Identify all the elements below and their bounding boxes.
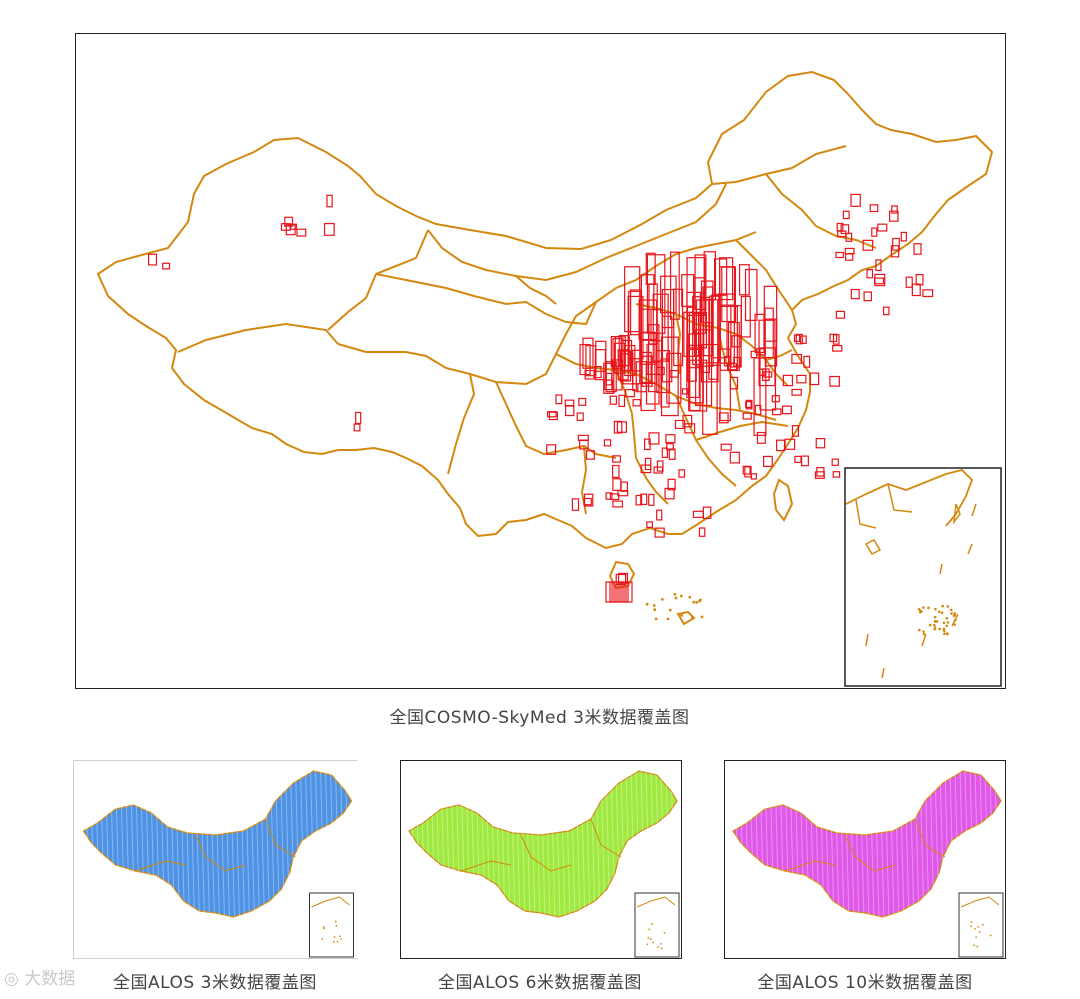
watermark-text: 大数据 bbox=[24, 969, 76, 989]
alos-10m-map-frame bbox=[724, 760, 1006, 959]
alos-6m-map-frame bbox=[400, 760, 682, 959]
alos-6m-coverage-map bbox=[408, 768, 680, 958]
alos-10m-caption: 全国ALOS 10米数据覆盖图 bbox=[757, 973, 973, 993]
main-map-caption: 全国COSMO-SkyMed 3米数据覆盖图 bbox=[389, 708, 690, 728]
south-china-sea-inset bbox=[844, 467, 1002, 687]
cosmo-skymed-coverage-map bbox=[96, 70, 1002, 687]
watermark: ◎ 大数据 bbox=[4, 964, 75, 989]
alos-10m-coverage-map bbox=[732, 768, 1004, 958]
alos-3m-coverage-map bbox=[82, 768, 354, 958]
watermark-logo-icon: ◎ bbox=[4, 969, 19, 989]
alos-3m-map-frame bbox=[73, 760, 358, 959]
alos-3m-caption: 全国ALOS 3米数据覆盖图 bbox=[113, 973, 317, 993]
alos-6m-caption: 全国ALOS 6米数据覆盖图 bbox=[438, 973, 642, 993]
main-map-frame bbox=[75, 33, 1006, 689]
china-outline bbox=[96, 70, 994, 550]
